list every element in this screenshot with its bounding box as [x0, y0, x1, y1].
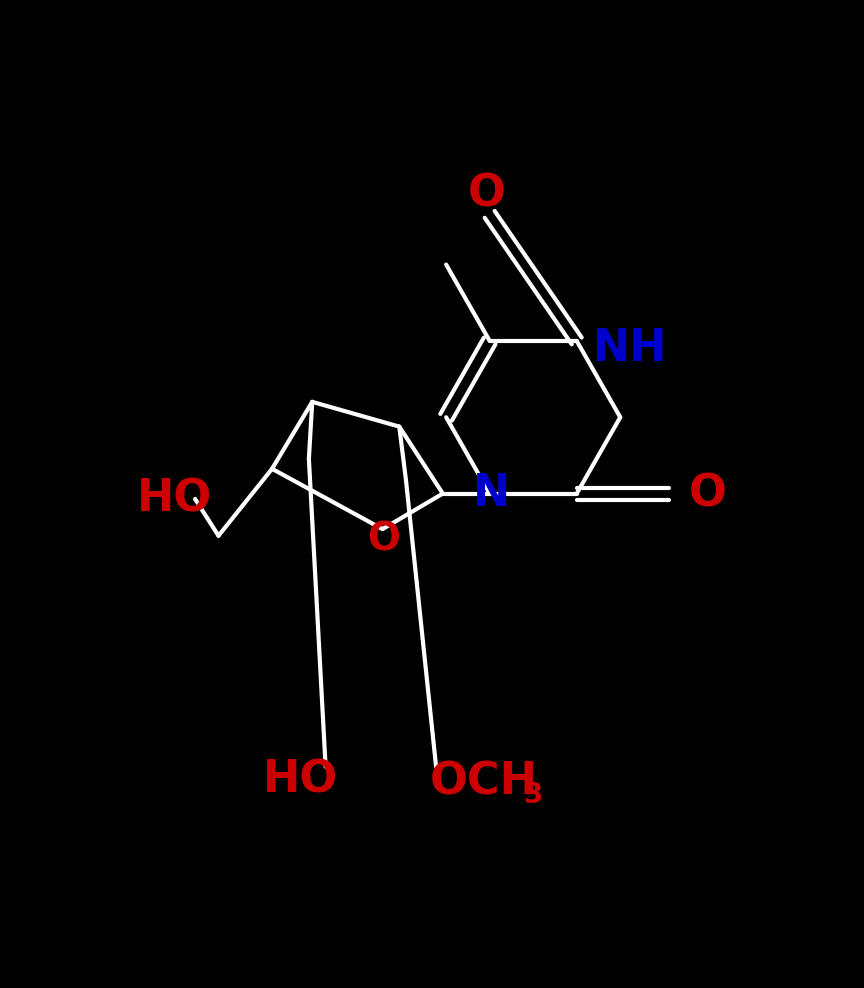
- Text: HO: HO: [137, 477, 213, 521]
- Text: O: O: [689, 472, 727, 515]
- Text: HO: HO: [264, 759, 339, 801]
- Text: O: O: [367, 520, 400, 558]
- Text: N: N: [473, 472, 510, 515]
- Text: OCH: OCH: [429, 760, 537, 803]
- Text: O: O: [467, 173, 505, 215]
- Text: NH: NH: [593, 327, 668, 370]
- Text: 3: 3: [524, 781, 543, 809]
